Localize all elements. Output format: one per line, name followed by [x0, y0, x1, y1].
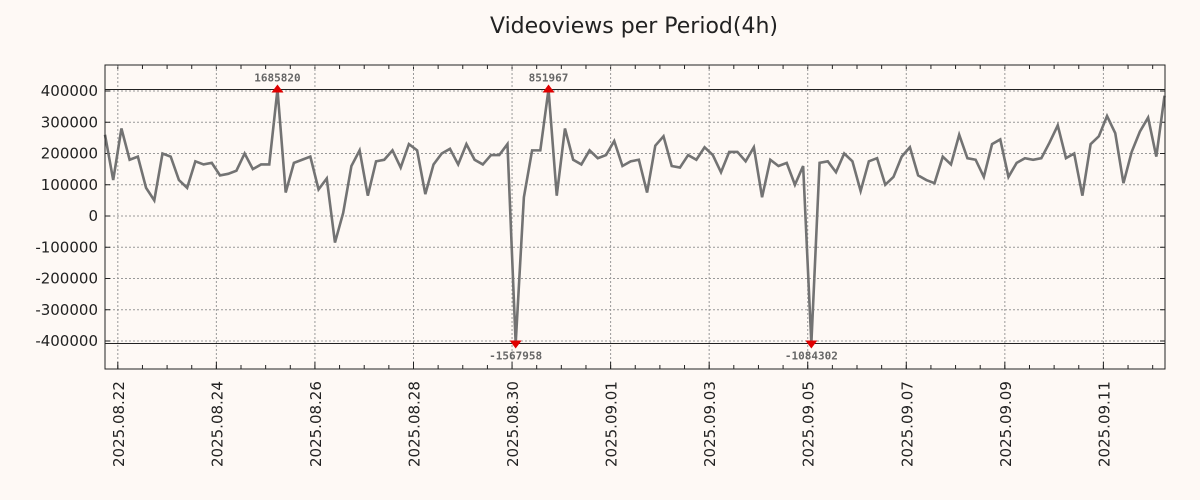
- x-tick-label: 2025.09.05: [800, 381, 818, 467]
- outlier-label: 1685820: [254, 71, 300, 84]
- y-tick-label: 0: [88, 207, 98, 225]
- x-tick-label: 2025.09.03: [701, 381, 719, 467]
- y-tick-label: 400000: [41, 82, 98, 100]
- y-tick-label: 200000: [41, 145, 98, 163]
- x-tick-label: 2025.09.07: [898, 381, 916, 467]
- x-tick-label: 2025.09.11: [1095, 381, 1113, 467]
- x-tick-label: 2025.08.22: [110, 381, 128, 467]
- outlier-marker-up: [542, 84, 555, 93]
- y-tick-label: -400000: [35, 332, 98, 350]
- outlier-marker-down: [805, 340, 818, 349]
- chart-title: Videoviews per Period(4h): [490, 14, 778, 39]
- x-tick-label: 2025.09.09: [997, 381, 1015, 467]
- y-tick-label: -100000: [35, 238, 98, 256]
- y-tick-label: 300000: [41, 113, 98, 131]
- plot-area: [105, 65, 1165, 369]
- x-tick-label: 2025.08.26: [307, 381, 325, 467]
- outlier-label: -1567958: [489, 350, 542, 363]
- outlier-label: 851967: [529, 71, 569, 84]
- y-tick-label: -300000: [35, 301, 98, 319]
- plot-frame: [104, 64, 1166, 370]
- outlier-marker-up: [271, 84, 284, 93]
- x-tick-label: 2025.08.30: [504, 381, 522, 467]
- outlier-label: -1084302: [785, 350, 838, 363]
- outlier-marker-down: [509, 340, 522, 349]
- x-tick-label: 2025.09.01: [603, 381, 621, 467]
- x-tick-label: 2025.08.24: [208, 381, 226, 467]
- x-tick-label: 2025.08.28: [405, 381, 423, 467]
- series-line: [103, 89, 1166, 344]
- y-tick-label: -200000: [35, 270, 98, 288]
- y-tick-label: 100000: [41, 176, 98, 194]
